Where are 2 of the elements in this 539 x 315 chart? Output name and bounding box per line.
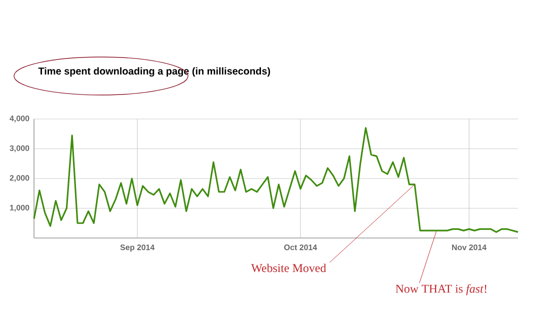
annotation: Website Moved [251, 264, 326, 272]
annotation: Now THAT is fast! [396, 284, 486, 296]
